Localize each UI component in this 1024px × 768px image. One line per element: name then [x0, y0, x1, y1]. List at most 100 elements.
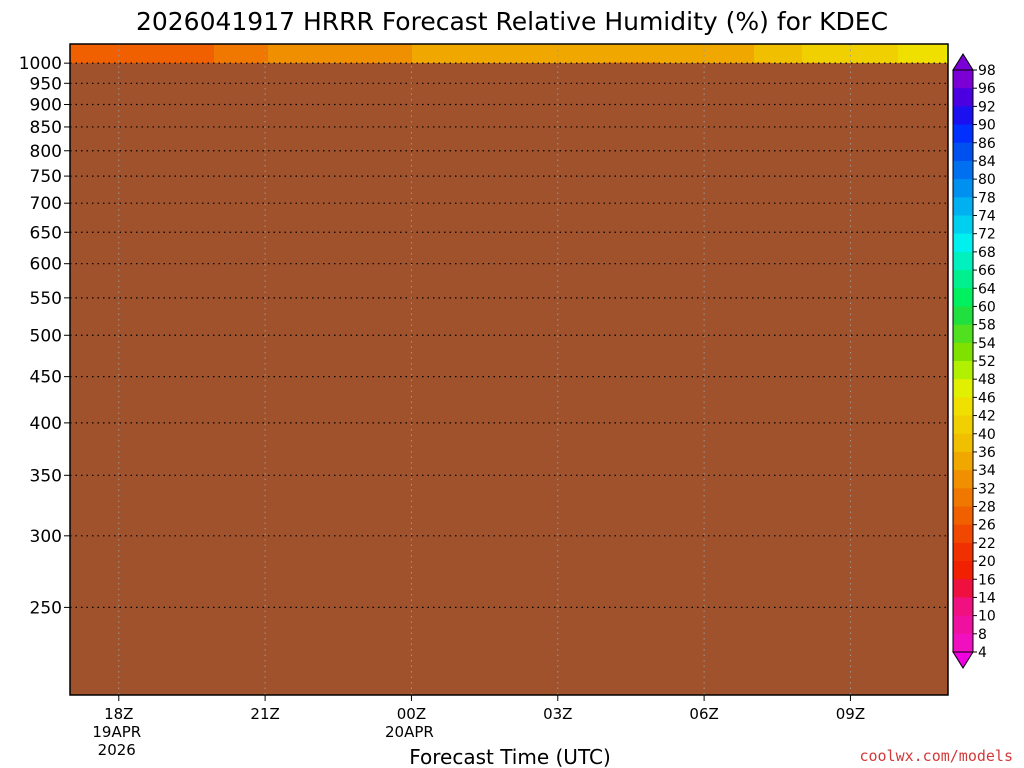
heat-cell — [178, 50, 185, 57]
heat-cell — [244, 44, 251, 51]
heat-cell — [334, 50, 341, 57]
heat-cell — [88, 44, 95, 51]
heat-cell — [316, 50, 323, 57]
heat-cell — [238, 44, 245, 51]
heat-cell — [256, 56, 263, 63]
heat-cell — [208, 56, 215, 63]
heat-cell — [70, 44, 77, 51]
heat-cell — [250, 50, 257, 57]
heat-cell — [88, 56, 95, 63]
heat-cell — [178, 44, 185, 51]
heat-cell — [250, 56, 257, 63]
heat-cell — [118, 44, 125, 51]
heat-cell — [160, 56, 167, 63]
heat-cell — [214, 44, 221, 51]
heat-cell — [196, 50, 203, 57]
heat-cell — [256, 50, 263, 57]
heat-cell — [268, 50, 275, 57]
heat-cell — [316, 44, 323, 51]
heat-cell — [328, 50, 335, 57]
heat-cell — [94, 56, 101, 63]
heat-cell — [268, 44, 275, 51]
heat-cell — [88, 50, 95, 57]
heat-cell — [238, 50, 245, 57]
heat-cell — [112, 56, 119, 63]
heat-cell — [70, 50, 77, 57]
heat-cell — [154, 56, 161, 63]
heat-cell — [148, 44, 155, 51]
heat-cell — [118, 56, 125, 63]
heat-cell — [136, 50, 143, 57]
heat-cell — [310, 50, 317, 57]
heat-cell — [280, 50, 287, 57]
heat-cell — [124, 50, 131, 57]
heat-cell — [166, 56, 173, 63]
heat-cell — [340, 50, 347, 57]
heat-cell — [304, 56, 311, 63]
heat-cell — [340, 56, 347, 63]
heat-cell — [220, 50, 227, 57]
heat-cell — [328, 44, 335, 51]
heat-cell — [160, 44, 167, 51]
heat-cell — [220, 44, 227, 51]
heat-cell — [76, 56, 83, 63]
heat-cell — [286, 44, 293, 51]
heat-cell — [220, 56, 227, 63]
heat-cell — [304, 44, 311, 51]
heat-cell — [190, 50, 197, 57]
heat-cell — [214, 50, 221, 57]
heat-cell — [262, 50, 269, 57]
chart-title: 2026041917 HRRR Forecast Relative Humidi… — [136, 7, 888, 36]
heat-cell — [256, 44, 263, 51]
heat-cell — [226, 50, 233, 57]
heat-cell — [166, 44, 173, 51]
heat-cell — [202, 50, 209, 57]
heat-cell — [232, 56, 239, 63]
heat-cell — [76, 50, 83, 57]
heat-cell — [166, 50, 173, 57]
heat-cell — [142, 44, 149, 51]
heat-cell — [154, 44, 161, 51]
heat-cell — [334, 44, 341, 51]
heat-cell — [82, 50, 89, 57]
heat-cell — [100, 44, 107, 51]
heat-cell — [178, 56, 185, 63]
heat-cell — [202, 56, 209, 63]
heat-cell — [124, 44, 131, 51]
heat-cell — [106, 44, 113, 51]
heat-cell — [160, 50, 167, 57]
heat-cell — [274, 44, 281, 51]
heat-cell — [298, 56, 305, 63]
heat-cell — [262, 56, 269, 63]
heat-cell — [214, 56, 221, 63]
heat-cell — [310, 44, 317, 51]
heat-cell — [244, 50, 251, 57]
heat-cell — [100, 50, 107, 57]
heat-cell — [82, 44, 89, 51]
heat-cell — [172, 56, 179, 63]
heat-cell — [250, 44, 257, 51]
heat-cell — [202, 44, 209, 51]
heat-cell — [142, 50, 149, 57]
heat-cell — [292, 50, 299, 57]
heat-cell — [106, 56, 113, 63]
heat-cell — [280, 44, 287, 51]
heat-cell — [328, 56, 335, 63]
heat-cell — [124, 56, 131, 63]
heat-cell — [142, 56, 149, 63]
heat-cell — [184, 50, 191, 57]
heat-cell — [292, 56, 299, 63]
heat-cell — [322, 50, 329, 57]
heat-cell — [322, 44, 329, 51]
heat-cell — [190, 56, 197, 63]
heat-cell — [334, 56, 341, 63]
heat-cell — [280, 56, 287, 63]
heat-cell — [148, 50, 155, 57]
heat-cell — [190, 44, 197, 51]
heat-cell — [70, 56, 77, 63]
heat-cell — [304, 50, 311, 57]
heat-cell — [130, 44, 137, 51]
heat-cell — [196, 56, 203, 63]
heat-cell — [322, 56, 329, 63]
